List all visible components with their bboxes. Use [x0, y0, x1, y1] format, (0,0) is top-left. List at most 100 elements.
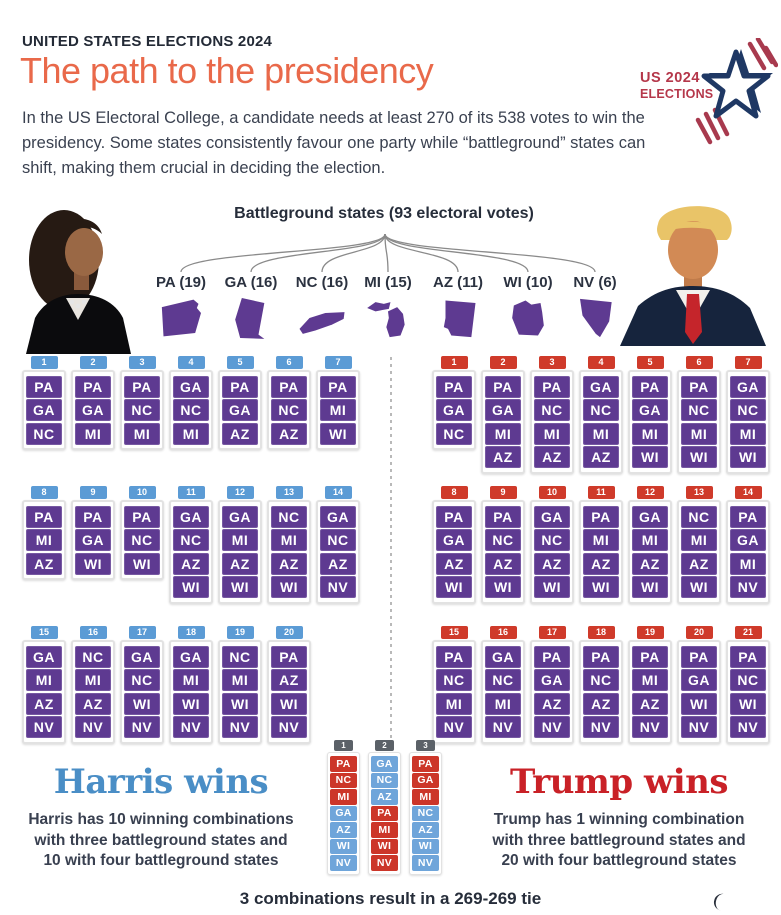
combo-number: 19	[226, 626, 254, 639]
combo-number: 1	[440, 356, 468, 369]
combo-number: 8	[440, 486, 468, 499]
state-shape-mi-icon	[367, 302, 405, 338]
combo-states: NC MI WI NV	[218, 640, 262, 744]
combo-states: GA MI AZ WI	[628, 500, 672, 604]
state-box: AZ	[681, 552, 717, 575]
state-box: WI	[173, 576, 209, 598]
combo-states: PA GA MI	[71, 370, 115, 450]
state-box: GA	[485, 399, 521, 421]
state-box: WI	[412, 838, 439, 854]
state-box: NV	[26, 716, 62, 738]
state-box: GA	[26, 645, 62, 668]
tie-combo-card: 2 GA NC AZ PA MI WI NV	[368, 740, 401, 875]
battleground-state: WI (10)	[490, 274, 566, 343]
combo-card: 12 GA MI AZ WI	[628, 486, 672, 604]
state-box: WI	[124, 692, 160, 715]
combo-card: 8 PA GA AZ WI	[432, 486, 476, 604]
combo-number: 2	[375, 740, 394, 751]
state-box: AZ	[222, 552, 258, 575]
state-box: WI	[730, 446, 766, 468]
state-box: MI	[534, 422, 570, 445]
logo-line1: US 2024	[640, 70, 700, 86]
combo-card: 14 GA NC AZ NV	[316, 486, 360, 604]
state-box: GA	[320, 505, 356, 528]
combo-number: 17	[538, 626, 566, 639]
state-shape-nv-icon	[580, 298, 612, 338]
state-box: MI	[632, 422, 668, 445]
combo-states: NC MI AZ WI	[267, 500, 311, 604]
combo-states: PA NC MI GA AZ WI NV	[327, 752, 360, 875]
combo-states: PA MI AZ WI	[579, 500, 623, 604]
state-box: MI	[173, 422, 209, 445]
combo-card: 14 PA GA MI NV	[726, 486, 770, 604]
state-box: NC	[75, 645, 111, 668]
combo-states: PA NC AZ WI	[481, 500, 525, 604]
harris-wins-heading: Harris wins	[53, 762, 269, 802]
page-title: The path to the presidency	[20, 50, 434, 91]
state-box: NV	[271, 716, 307, 738]
state-box: AZ	[222, 422, 258, 445]
combo-number: 7	[324, 356, 352, 369]
combo-card: 17 PA GA AZ NV	[530, 626, 574, 744]
state-box: GA	[222, 399, 258, 421]
state-box: NV	[124, 716, 160, 738]
combo-card: 20 PA GA WI NV	[677, 626, 721, 744]
state-box: AZ	[26, 692, 62, 715]
state-box: GA	[534, 669, 570, 691]
state-box: NC	[271, 505, 307, 528]
state-shape-nc-icon	[299, 312, 345, 334]
combo-states: GA NC AZ NV	[316, 500, 360, 604]
state-box: NC	[730, 399, 766, 421]
state-box: GA	[124, 645, 160, 668]
kicker: UNITED STATES ELECTIONS 2024	[22, 33, 273, 50]
state-box: AZ	[271, 422, 307, 445]
state-box: MI	[632, 529, 668, 551]
combo-states: GA MI AZ WI	[218, 500, 262, 604]
state-box: PA	[320, 375, 356, 398]
logo-line2: ELECTIONS	[640, 87, 714, 101]
state-box: MI	[730, 552, 766, 575]
state-box: NC	[730, 669, 766, 691]
state-box: WI	[436, 576, 472, 598]
state-box: NV	[485, 716, 521, 738]
state-box: AZ	[583, 446, 619, 468]
state-box: PA	[730, 505, 766, 528]
state-box: NV	[412, 855, 439, 871]
combo-card: 18 PA NC AZ NV	[579, 626, 623, 744]
combo-states: PA MI WI	[316, 370, 360, 450]
state-box: NC	[320, 529, 356, 551]
combo-card: 16 GA NC MI NV	[481, 626, 525, 744]
state-box: PA	[485, 375, 521, 398]
state-shape-ga-icon	[235, 298, 265, 339]
battleground-states: PA (19) GA (16) NC (16) MI (15) AZ (11) WI (1…	[150, 274, 620, 352]
trump-wins-summary: Trump has 1 winning combination with thr…	[492, 811, 746, 870]
state-box: NV	[75, 716, 111, 738]
combo-number: 11	[177, 486, 205, 499]
state-box: WI	[583, 576, 619, 598]
state-box: PA	[681, 375, 717, 398]
state-box: MI	[26, 529, 62, 551]
combo-number: 10	[128, 486, 156, 499]
tie-combos-grid: 1 PA NC MI GA AZ WI NV 2 GA NC AZ PA MI WI NV 3 PA GA MI NC A…	[327, 740, 442, 875]
combo-card: 3 PA NC MI	[120, 356, 164, 450]
state-box: NC	[26, 422, 62, 445]
battleground-state: NC (16)	[284, 274, 360, 343]
dotted-divider	[390, 357, 392, 744]
state-box: GA	[436, 399, 472, 421]
state-box: PA	[330, 756, 357, 772]
state-box: NV	[681, 716, 717, 738]
state-box: NC	[412, 805, 439, 821]
harris-wins-summary: Harris has 10 winning combinations with …	[28, 811, 294, 870]
state-box: NC	[681, 399, 717, 421]
combo-states: GA NC WI NV	[120, 640, 164, 744]
combo-states: NC MI AZ WI	[677, 500, 721, 604]
combo-number: 6	[685, 356, 713, 369]
state-box: GA	[681, 669, 717, 691]
combo-row: 8 PA GA AZ WI 9 PA NC AZ WI 10 GA NC AZ WI 11 PA MI AZ WI 12…	[432, 486, 770, 604]
state-label: NC (16)	[295, 274, 349, 291]
combo-card: 19 NC MI WI NV	[218, 626, 262, 744]
trump-photo	[612, 194, 776, 351]
state-box: PA	[583, 505, 619, 528]
combo-number: 14	[734, 486, 762, 499]
